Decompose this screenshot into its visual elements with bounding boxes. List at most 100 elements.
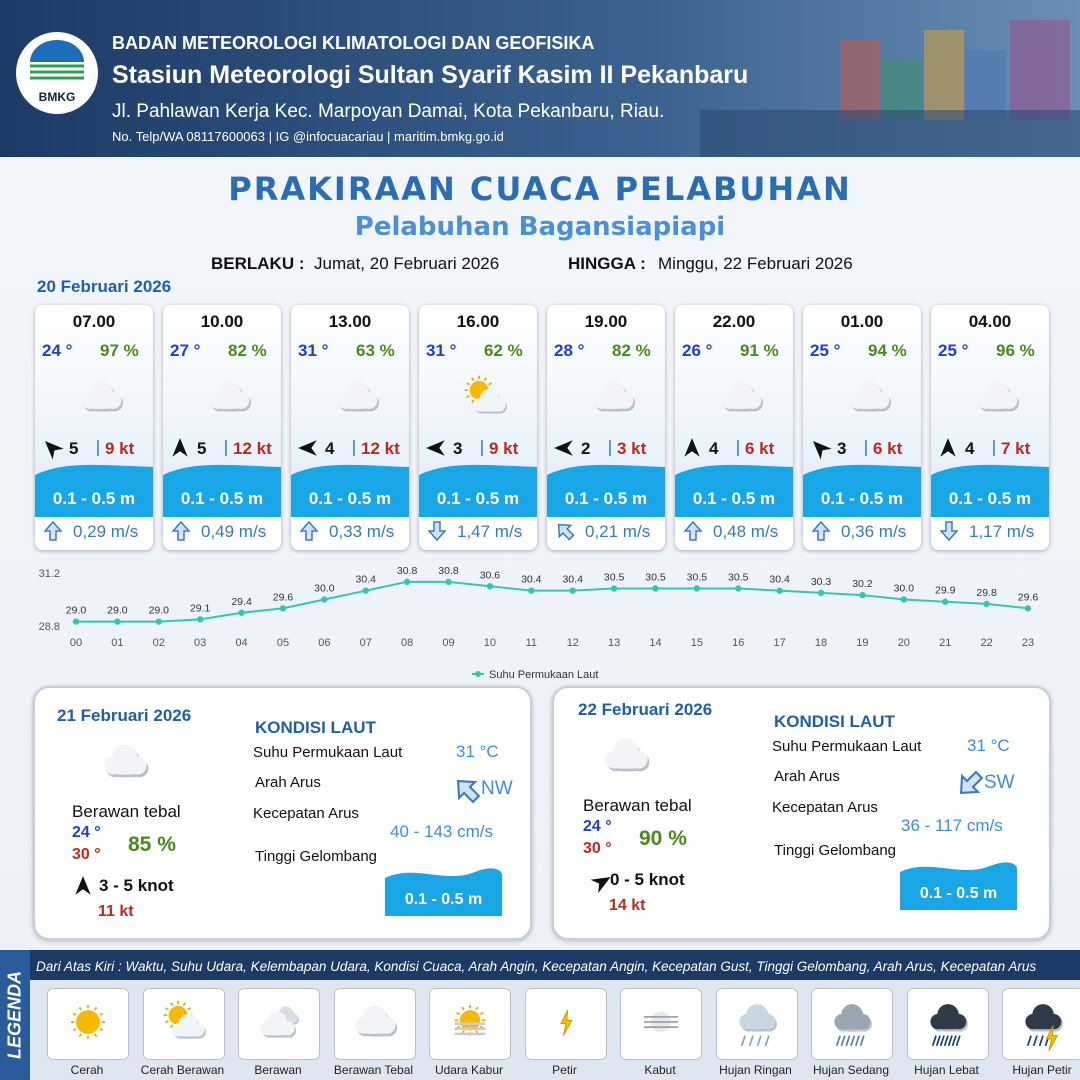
weather-icon — [104, 744, 149, 778]
x-tick-label: 01 — [111, 637, 123, 649]
rain — [850, 1035, 856, 1047]
outlook-panel: 21 Februari 2026 Berawan tebal 24 ° 30 ° 85 … — [33, 686, 532, 940]
lightning — [559, 1009, 573, 1036]
sun-ray — [99, 1028, 104, 1032]
data-label: 29.6 — [273, 591, 294, 603]
temp-max: 30 ° — [72, 846, 101, 863]
x-tick-label: 13 — [608, 637, 620, 649]
legend-icon-box — [163, 1000, 206, 1039]
current-speed-label: Kecepatan Arus — [772, 799, 878, 816]
data-point — [817, 589, 825, 597]
y-tick-label: 31.2 — [39, 568, 60, 580]
sst-label: Suhu Permukaan Laut — [253, 744, 403, 761]
weather-icon — [464, 375, 507, 414]
forecast-card: 16.00 31 ° 62 % 3 9 kt 0.1 - 0.5 m 1,47 m/s — [419, 305, 537, 550]
legend-description: Dari Atas Kiri : Waktu, Suhu Udara, Kele… — [36, 959, 1037, 974]
data-label: 29.0 — [149, 605, 170, 617]
wave-band — [547, 464, 665, 517]
current-dir-label: Arah Arus — [774, 768, 840, 785]
subtitle: Pelabuhan Bagansiapiapi — [354, 212, 726, 242]
gust: 6 kt — [873, 439, 903, 458]
data-label: 30.2 — [852, 578, 873, 590]
wave-height: 0.1 - 0.5 m — [564, 489, 648, 508]
x-tick-label: 14 — [649, 637, 661, 649]
data-label: 30.0 — [894, 583, 915, 595]
legend-box — [906, 988, 989, 1060]
cloud — [834, 1004, 872, 1032]
x-tick-label: 10 — [484, 637, 496, 649]
time: 16.00 — [456, 312, 500, 331]
gust: 9 kt — [105, 439, 135, 458]
current-dir: NW — [481, 778, 513, 799]
sun-ray — [471, 399, 475, 404]
rain — [935, 1035, 941, 1047]
sun-ray — [94, 1006, 98, 1011]
wave-band — [419, 464, 537, 517]
x-tick-label: 18 — [815, 637, 827, 649]
x-tick-label: 12 — [567, 637, 579, 649]
container — [924, 30, 964, 120]
sun-ray — [164, 1007, 169, 1011]
container — [840, 40, 880, 120]
weather-icon — [834, 1004, 872, 1047]
rain — [955, 1035, 961, 1047]
gust: 12 kt — [233, 439, 272, 458]
current-speed: 1,47 m/s — [457, 522, 523, 541]
rain — [740, 1035, 746, 1047]
card-graphics — [803, 380, 921, 550]
gust: 11 kt — [98, 903, 134, 920]
cloud-part — [113, 763, 138, 775]
gust: 3 kt — [617, 439, 647, 458]
humidity: 82 % — [228, 341, 267, 360]
date: 21 Februari 2026 — [57, 706, 192, 725]
sun-ray — [466, 394, 470, 399]
legend-box — [524, 988, 607, 1060]
logo-mark — [30, 40, 84, 62]
data-point — [1024, 605, 1032, 612]
sun-ray — [169, 1024, 173, 1029]
forecast-date: 20 Februari 2026 — [37, 277, 172, 296]
container — [1010, 20, 1070, 120]
wave-height: 0.1 - 0.5 m — [308, 489, 392, 508]
sun-ray — [461, 1006, 465, 1011]
temp-max: 30 ° — [583, 840, 612, 857]
cloud — [81, 380, 124, 412]
current-speed-label: Kecepatan Arus — [253, 805, 359, 822]
validity-to: Minggu, 22 Februari 2026 — [658, 254, 853, 273]
forecast-card: 10.00 27 ° 82 % 5 12 kt 0.1 - 0.5 m 0,49 m/s — [163, 305, 281, 550]
x-tick-label: 00 — [70, 637, 82, 649]
x-tick-label: 02 — [153, 637, 165, 649]
temperature: 31 ° — [426, 341, 457, 360]
legend-icon-box — [1025, 1004, 1063, 1052]
humidity: 90 % — [639, 827, 687, 850]
data-label: 29.1 — [190, 602, 211, 614]
legend-icon-box — [70, 1004, 106, 1040]
x-tick-label: 21 — [939, 637, 951, 649]
data-point — [610, 585, 618, 592]
condition: Berawan tebal — [583, 796, 692, 815]
gust: 7 kt — [1001, 439, 1031, 458]
wind-arrow — [554, 440, 573, 456]
temperature: 31 ° — [298, 341, 329, 360]
legend-box — [47, 988, 129, 1060]
cloud — [593, 380, 636, 412]
legend-footer: LEGENDA Dari Atas Kiri : Waktu, Suhu Udar… — [0, 950, 1080, 1080]
x-tick-label: 20 — [898, 637, 910, 649]
wind-speed: 4 — [965, 439, 975, 458]
rain — [947, 1035, 953, 1047]
weather-icon — [929, 1004, 968, 1047]
wave-height: 0.1 - 0.5 m — [180, 489, 264, 508]
sun-ray — [475, 1006, 479, 1011]
title: PRAKIRAAN CUACA PELABUHAN — [228, 170, 852, 208]
wind-speed: 5 — [69, 439, 79, 458]
card-graphics — [163, 380, 281, 550]
cloud — [929, 1004, 968, 1032]
data-label: 30.8 — [438, 565, 459, 577]
current-arrow — [299, 520, 319, 541]
current-speed: 36 - 117 cm/s — [901, 816, 1003, 835]
cloud-part — [1033, 1020, 1054, 1030]
data-label: 29.0 — [66, 605, 87, 617]
wave-height: 0.1 - 0.5 m — [52, 489, 136, 508]
wave-height: 0.1 - 0.5 m — [820, 489, 904, 508]
